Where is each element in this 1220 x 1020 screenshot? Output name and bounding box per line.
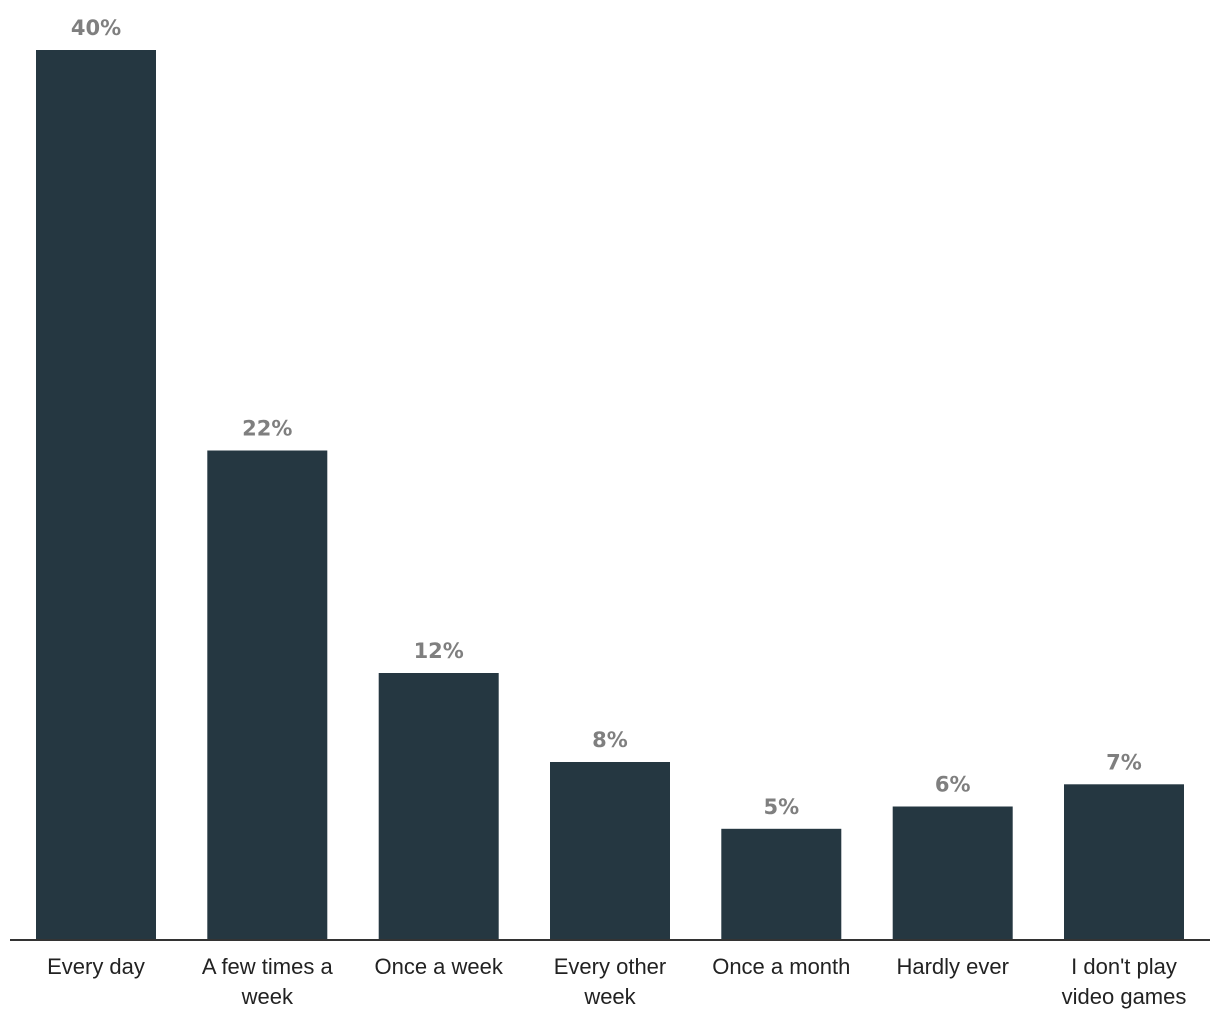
bar-4 [721,828,842,941]
bar-value-label-6: 7% [1106,750,1142,774]
bar-value-label-0: 40% [71,16,121,40]
bar-0 [36,50,156,940]
bar-6 [1064,784,1184,941]
x-tick-label-6: I don't play video games [1062,954,1187,1009]
bar-value-label-1: 22% [242,417,292,441]
x-tick-label-0: Every day [47,954,145,979]
bar-value-label-3: 8% [592,728,628,752]
bar-value-label-2: 12% [414,639,464,663]
x-tick-label-3: Every other week [554,954,667,1009]
bar-1 [207,450,328,940]
bar-value-label-5: 6% [935,773,971,797]
bar-2 [378,673,499,940]
x-tick-label-5: Hardly ever [896,954,1008,979]
x-tick-label-4: Once a month [712,954,850,979]
value-labels-group: 40% 22% 12% 8% 5% 6% 7% [71,16,1142,819]
bar-5 [892,806,1013,940]
x-tick-labels-group: Every day A few times a week Once a week Eve… [47,954,1186,1009]
bars-group [36,50,1184,941]
bar-value-label-4: 5% [763,795,799,819]
bar-3 [550,762,670,940]
x-tick-label-1: A few times a week [202,954,334,1009]
x-tick-label-2: Once a week [374,954,503,979]
